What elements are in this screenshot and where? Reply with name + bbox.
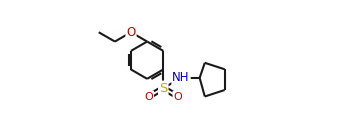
Text: O: O	[144, 91, 153, 101]
Text: O: O	[174, 91, 182, 101]
Text: NH: NH	[172, 71, 190, 84]
Text: S: S	[159, 82, 167, 95]
Text: O: O	[126, 26, 135, 39]
